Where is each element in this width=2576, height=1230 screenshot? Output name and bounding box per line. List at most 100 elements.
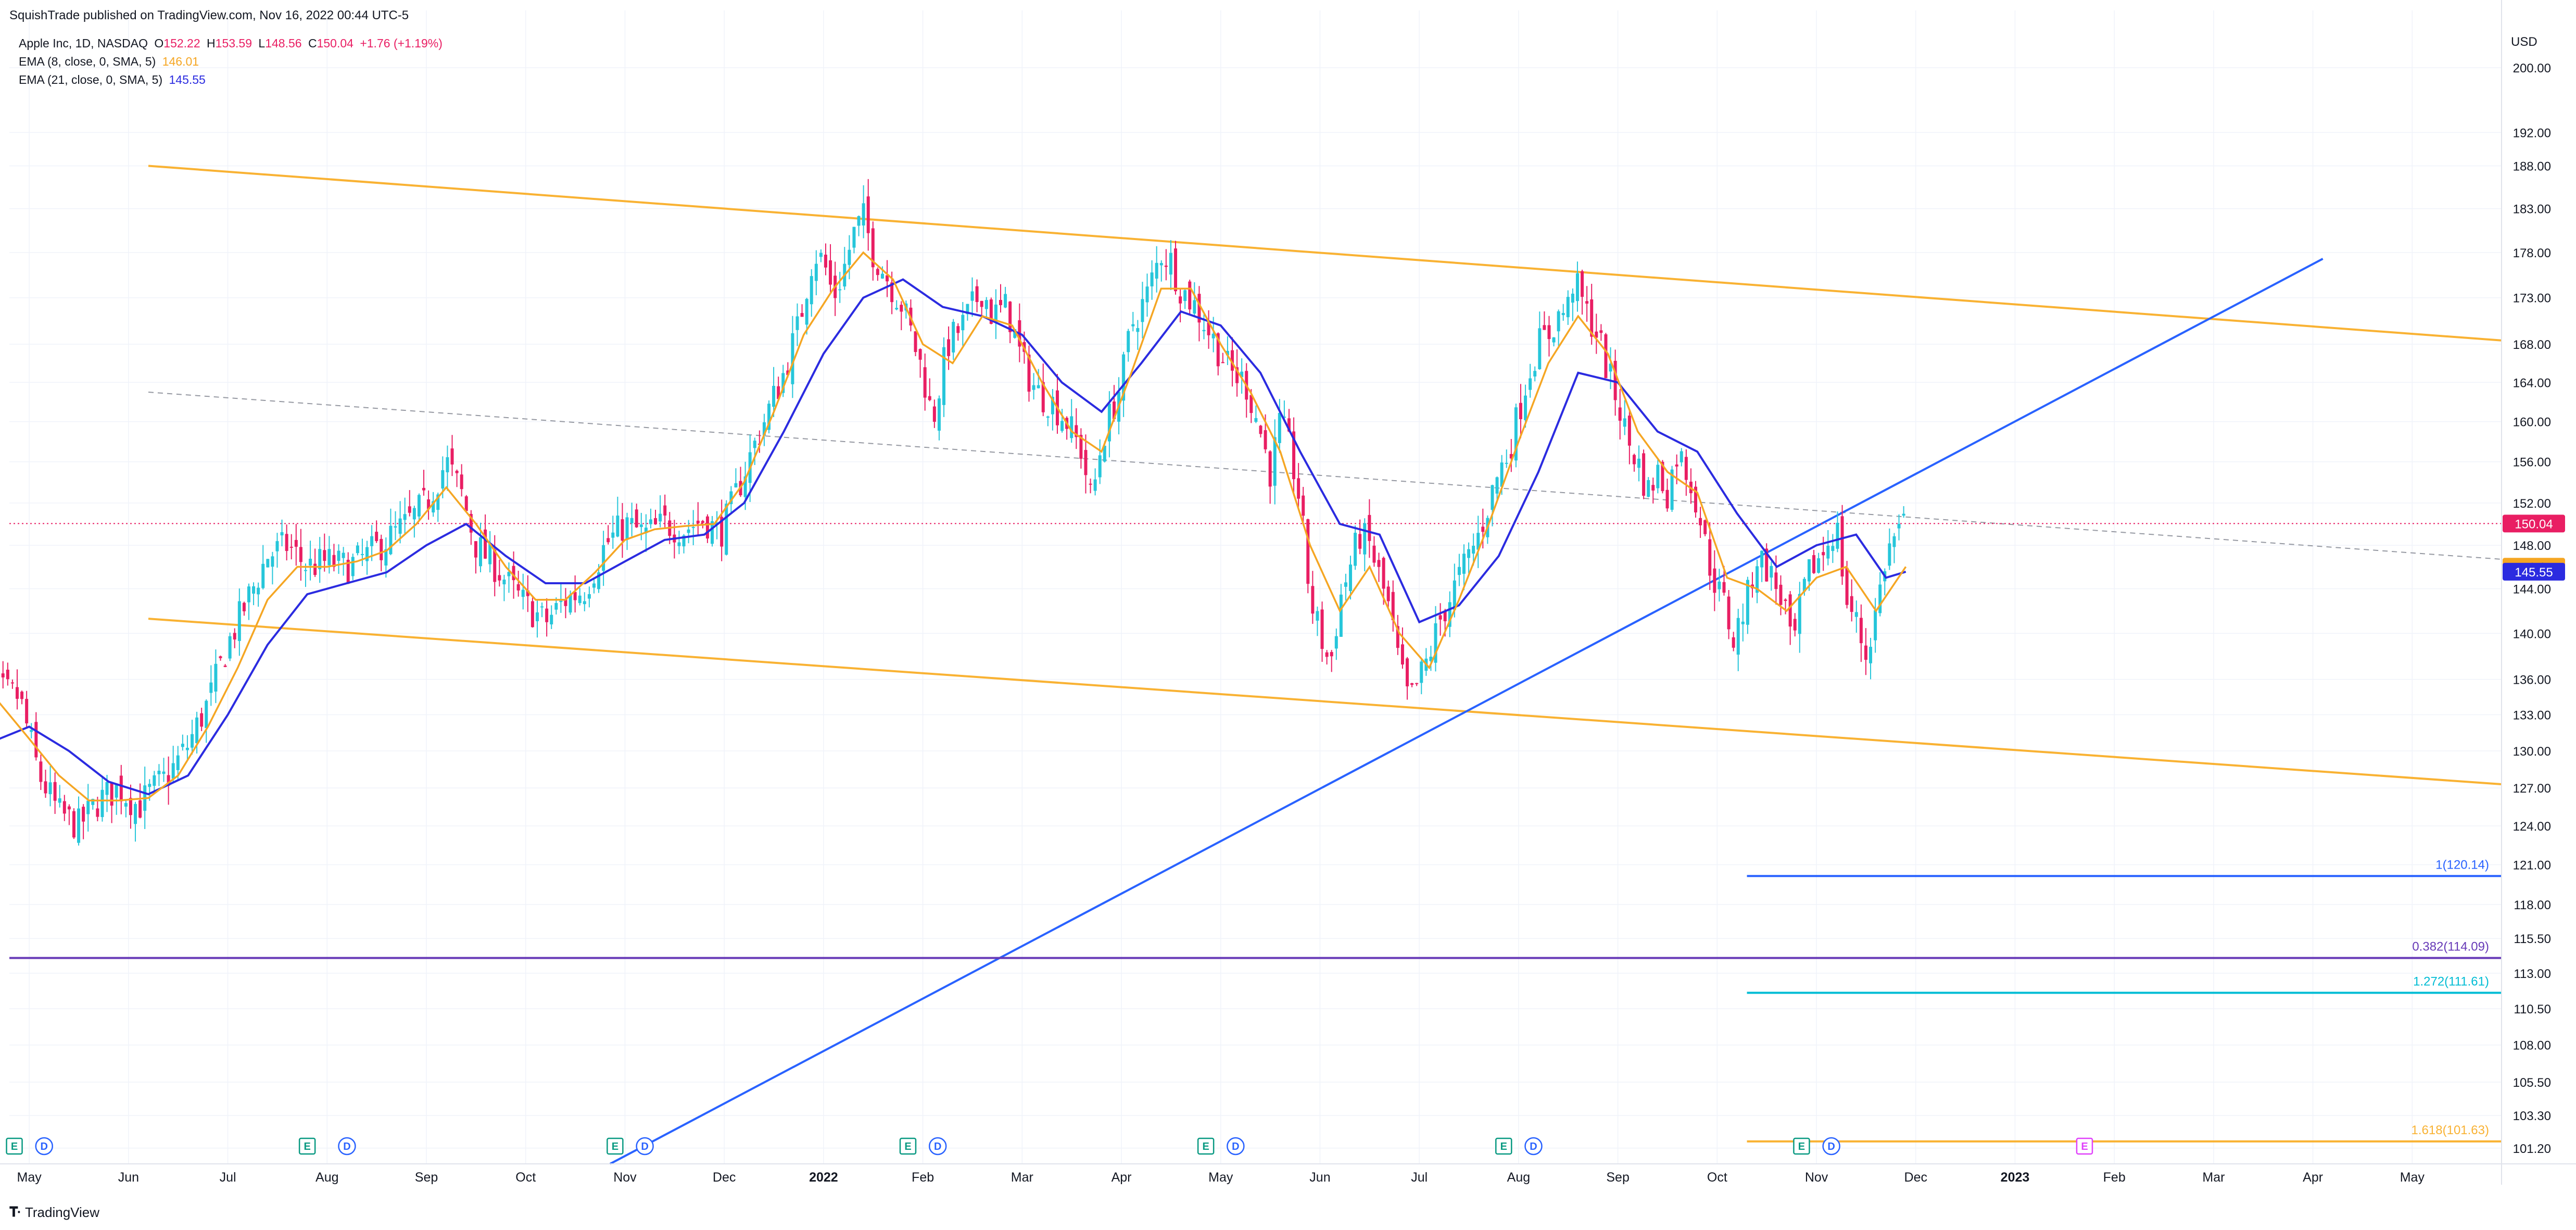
candle-body-down: [1235, 367, 1239, 383]
candle-body-up: [1131, 324, 1135, 327]
candle-body-down: [871, 228, 875, 268]
candle-body-down: [1330, 652, 1333, 657]
candle-body-down: [701, 521, 704, 523]
candle-body-up: [970, 291, 974, 301]
candle-body-up: [848, 249, 851, 265]
candle-body-up: [195, 717, 199, 744]
candle-body-down: [450, 448, 454, 465]
candle-body-up: [1575, 273, 1579, 302]
candle-body-down: [1377, 560, 1381, 567]
candle-body-down: [1732, 637, 1735, 648]
candle-body-down: [53, 782, 57, 801]
candle-body-up: [1760, 550, 1764, 568]
tradingview-logo-icon: 𝐓∙: [9, 1204, 21, 1220]
candle-body-down: [932, 406, 936, 422]
candle-body-up: [734, 483, 738, 487]
legend-ema21-row[interactable]: EMA (21, close, 0, SMA, 5) 145.55: [19, 71, 443, 89]
candle-body-up: [327, 549, 331, 566]
ema21-line: [0, 278, 1906, 796]
candle-body-up: [1150, 272, 1154, 286]
candle-body-up: [1472, 546, 1475, 554]
candle-body-down: [1027, 354, 1031, 392]
y-tick-label: 156.00: [2513, 456, 2551, 470]
candle-body-down: [918, 349, 922, 360]
candle-body-down: [1174, 248, 1178, 292]
fib-level-label: 1(120.14): [2435, 858, 2489, 872]
candle-body-down: [62, 801, 66, 814]
candle-body-up: [743, 476, 747, 497]
candle-body-down: [545, 608, 549, 622]
candle-body-down: [1684, 457, 1688, 480]
fib-level-label: 0.382(114.09): [2412, 940, 2489, 954]
candle-body-up: [767, 404, 771, 430]
earnings-icon: [2076, 1137, 2093, 1155]
candle-body-down: [1188, 281, 1192, 310]
fib-level-label: 1.618(101.63): [2411, 1123, 2489, 1137]
candle-body-down: [167, 775, 170, 786]
candle-body-down: [39, 761, 43, 782]
candle-body-down: [1784, 599, 1787, 601]
legend-ema8-row[interactable]: EMA (8, close, 0, SMA, 5) 146.01: [19, 53, 443, 71]
candle-body-up: [309, 558, 312, 566]
candle-body-up: [521, 589, 525, 597]
x-tick-label: Jun: [1309, 1170, 1330, 1185]
candle-body-down: [777, 386, 780, 399]
candles: [1, 179, 1905, 846]
channel-lower-line: [148, 618, 2502, 785]
ema8-label: EMA (8, close, 0, SMA, 5): [19, 55, 156, 68]
y-tick-label: 173.00: [2513, 292, 2551, 306]
candle-body-down: [1249, 395, 1253, 413]
close-key: C: [308, 36, 317, 50]
candle-body-down: [200, 713, 204, 727]
earnings-icon: [1793, 1137, 1810, 1155]
candle-body-up: [1533, 371, 1537, 377]
candle-body-down: [493, 549, 497, 582]
candle-body-up: [805, 299, 809, 325]
earnings-icon-label: E: [2081, 1141, 2088, 1152]
candle-body-up: [446, 457, 449, 472]
candle-body-down: [1207, 322, 1210, 335]
candle-body-up: [791, 333, 794, 384]
candle-body-up: [1122, 354, 1126, 401]
dividend-icon: [928, 1137, 947, 1156]
candle-body-down: [1699, 518, 1702, 525]
candle-body-down: [1386, 586, 1390, 601]
candle-body-up: [1854, 612, 1858, 617]
candle-body-up: [275, 541, 279, 551]
candle-body-up: [337, 550, 340, 561]
candle-body-up: [360, 554, 364, 555]
candle-body-up: [185, 747, 189, 750]
candle-body-down: [1400, 644, 1404, 665]
dividend-icon-label: D: [343, 1141, 350, 1152]
candle-body-down: [242, 603, 246, 611]
candle-body-down: [464, 496, 468, 511]
candle-body-up: [1448, 602, 1451, 627]
y-tick-label: 108.00: [2513, 1039, 2551, 1053]
legend-symbol-row[interactable]: Apple Inc, 1D, NASDAQ O152.22 H153.59 L1…: [19, 34, 443, 53]
candle-body-up: [507, 572, 511, 576]
footer[interactable]: 𝐓∙ TradingView: [9, 1204, 99, 1221]
candle-body-down: [923, 367, 927, 398]
candle-body-up: [191, 734, 194, 748]
grid: [9, 10, 2502, 1164]
x-tick-label: Apr: [1112, 1170, 1132, 1185]
candle-body-down: [285, 534, 288, 551]
candle-body-up: [1349, 564, 1353, 591]
candle-body-down: [980, 300, 983, 307]
earnings-icon-label: E: [11, 1141, 18, 1152]
candle-body-down: [67, 806, 71, 810]
candle-body-up: [1169, 253, 1172, 275]
candle-body-up: [540, 606, 544, 608]
candle-body-down: [1302, 495, 1305, 516]
candle-body-up: [100, 789, 104, 818]
candle-body-up: [942, 347, 946, 405]
close-value: 150.04: [317, 36, 353, 50]
candle-body-down: [999, 300, 1002, 305]
dividend-icon: [35, 1137, 54, 1156]
candle-body-up: [1878, 584, 1882, 613]
candle-body-down: [516, 584, 520, 591]
y-tick-label: 127.00: [2513, 782, 2551, 796]
x-tick-label: Sep: [1606, 1170, 1629, 1185]
candle-body-down: [1075, 425, 1078, 437]
